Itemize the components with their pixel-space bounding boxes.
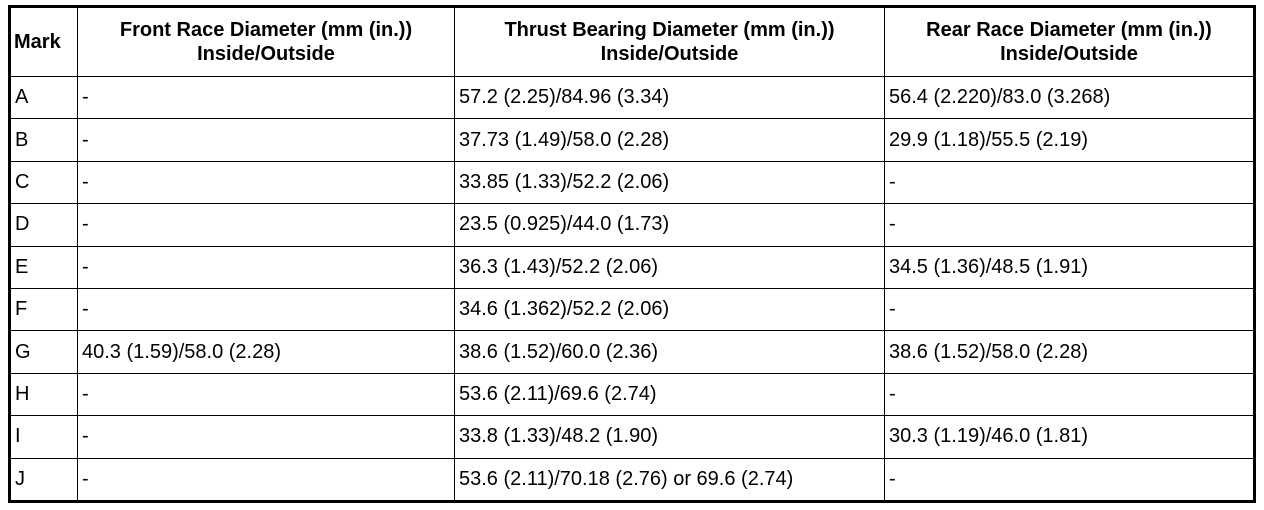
table-cell: B: [9, 118, 78, 162]
table-cell: 33.85 (1.33)/52.2 (2.06): [454, 160, 885, 205]
table-cell: -: [77, 203, 455, 247]
table-cell: F: [9, 287, 78, 332]
table-row: J -53.6 (2.11)/70.18 (2.76) or 69.6 (2.74…: [9, 457, 1255, 502]
table-cell: 57.2 (2.25)/84.96 (3.34): [454, 75, 885, 120]
header-text: Inside/Outside: [600, 43, 739, 65]
table-cell: 37.73 (1.49)/58.0 (2.28): [454, 118, 885, 162]
table-header: Mark Front Race Diameter (mm (in.)) Inside…: [9, 6, 1255, 77]
table-row: F -34.6 (1.362)/52.2 (2.06) -: [9, 287, 1255, 332]
header-text: Inside/Outside: [1000, 43, 1138, 65]
table-cell: A: [9, 75, 78, 120]
table-cell: -: [884, 160, 1255, 205]
header-text: Mark: [14, 31, 61, 53]
table-cell: 56.4 (2.220)/83.0 (3.268): [884, 75, 1255, 120]
table-cell: 33.8 (1.33)/48.2 (1.90): [454, 415, 885, 459]
table-cell: 38.6 (1.52)/58.0 (2.28): [884, 330, 1255, 374]
table-row: H -53.6 (2.11)/69.6 (2.74) -: [9, 372, 1255, 417]
header-cell: Rear Race Diameter (mm (in.)) Inside/Outs…: [884, 6, 1255, 77]
table-cell: -: [77, 287, 455, 332]
header-text: Front Race Diameter (mm (in.)): [119, 19, 413, 41]
table-row: C -33.85 (1.33)/52.2 (2.06) -: [9, 160, 1255, 205]
table-cell: -: [77, 245, 455, 289]
table-row: G 40.3 (1.59)/58.0 (2.28) 38.6 (1.52)/60.0…: [9, 330, 1255, 374]
table-cell: -: [77, 457, 455, 502]
table-cell: D: [9, 203, 78, 247]
table-cell: 53.6 (2.11)/69.6 (2.74): [454, 372, 885, 417]
table-cell: 29.9 (1.18)/55.5 (2.19): [884, 118, 1255, 162]
table-cell: -: [77, 372, 455, 417]
table-cell: -: [884, 203, 1255, 247]
spec-table: Mark Front Race Diameter (mm (in.)) Inside…: [8, 5, 1256, 503]
table-cell: H: [9, 372, 78, 417]
header-cell: Thrust Bearing Diameter (mm (in.)) Inside…: [454, 6, 885, 77]
table-cell: J: [9, 457, 78, 502]
table-cell: 38.6 (1.52)/60.0 (2.36): [454, 330, 885, 374]
table-cell: -: [884, 287, 1255, 332]
header-cell: Front Race Diameter (mm (in.)) Inside/Out…: [77, 6, 455, 77]
header-text: Rear Race Diameter (mm (in.)): [926, 19, 1212, 41]
table-row: D -23.5 (0.925)/44.0 (1.73) -: [9, 203, 1255, 247]
table-cell: -: [77, 75, 455, 120]
table-cell: -: [77, 160, 455, 205]
table-cell: 23.5 (0.925)/44.0 (1.73): [454, 203, 885, 247]
table-cell: 34.5 (1.36)/48.5 (1.91): [884, 245, 1255, 289]
table-cell: -: [77, 415, 455, 459]
table-cell: I: [9, 415, 78, 459]
table-row: B -37.73 (1.49)/58.0 (2.28) 29.9 (1.18)/55…: [9, 118, 1255, 162]
table-body: A -57.2 (2.25)/84.96 (3.34) 56.4 (2.220)/8…: [9, 75, 1255, 502]
table-cell: G: [9, 330, 78, 374]
table-cell: 30.3 (1.19)/46.0 (1.81): [884, 415, 1255, 459]
table-cell: 34.6 (1.362)/52.2 (2.06): [454, 287, 885, 332]
table-cell: C: [9, 160, 78, 205]
table-cell: -: [77, 118, 455, 162]
table-row: I -33.8 (1.33)/48.2 (1.90) 30.3 (1.19)/46.…: [9, 415, 1255, 459]
table-cell: -: [884, 457, 1255, 502]
table-cell: 36.3 (1.43)/52.2 (2.06): [454, 245, 885, 289]
header-cell: Mark: [9, 6, 78, 77]
header-row: Mark Front Race Diameter (mm (in.)) Inside…: [9, 6, 1255, 77]
header-text: Inside/Outside: [197, 43, 335, 65]
table-cell: E: [9, 245, 78, 289]
table-cell: 40.3 (1.59)/58.0 (2.28): [77, 330, 455, 374]
table-cell: -: [884, 372, 1255, 417]
table-row: A -57.2 (2.25)/84.96 (3.34) 56.4 (2.220)/8…: [9, 75, 1255, 120]
header-text: Thrust Bearing Diameter (mm (in.)): [504, 19, 835, 41]
table-row: E -36.3 (1.43)/52.2 (2.06) 34.5 (1.36)/48.…: [9, 245, 1255, 289]
table-cell: 53.6 (2.11)/70.18 (2.76) or 69.6 (2.74): [454, 457, 885, 502]
